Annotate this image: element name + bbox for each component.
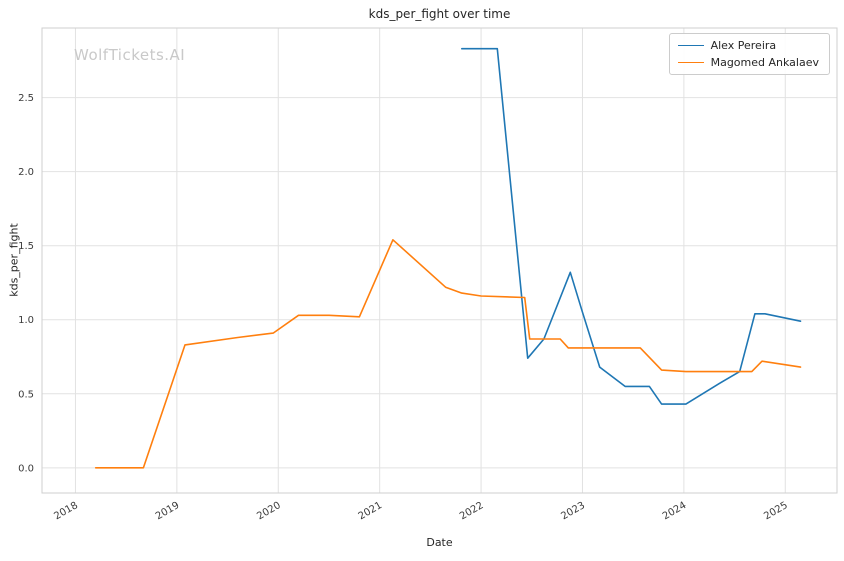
y-tick-label: 2.0 xyxy=(18,167,34,178)
y-tick-label: 2.5 xyxy=(18,93,34,104)
y-tick-label: 0.5 xyxy=(18,389,34,400)
series-line-magomed-ankalaev xyxy=(94,239,802,469)
series-line-alex-pereira xyxy=(460,47,802,405)
x-tick-label: 2025 xyxy=(762,500,790,522)
legend-item-magomed-ankalaev: Magomed Ankalaev xyxy=(677,56,819,69)
x-tick-label: 2021 xyxy=(357,500,385,522)
x-tick-label: 2022 xyxy=(458,500,486,522)
x-tick-label: 2024 xyxy=(661,500,689,522)
x-tick-label: 2020 xyxy=(255,500,283,522)
y-axis-label: kds_per_fight xyxy=(7,223,21,297)
legend-label: Alex Pereira xyxy=(710,39,777,52)
x-axis-label: Date xyxy=(426,536,453,549)
chart-title: kds_per_fight over time xyxy=(368,7,511,21)
x-tick-label: 2023 xyxy=(559,500,587,522)
legend-line-swatch-orange xyxy=(677,62,704,63)
legend-label: Magomed Ankalaev xyxy=(710,56,819,69)
x-tick-label: 2018 xyxy=(52,500,80,522)
y-tick-label: 1.5 xyxy=(18,241,34,252)
watermark: WolfTickets.AI xyxy=(74,46,186,64)
legend-item-alex-pereira: Alex Pereira xyxy=(677,39,819,52)
plot-frame xyxy=(41,27,838,494)
y-tick-label: 1.0 xyxy=(18,315,34,326)
legend-line-swatch-blue xyxy=(677,45,704,46)
x-tick-label: 2019 xyxy=(154,500,182,522)
y-tick-label: 0.0 xyxy=(18,463,34,474)
legend: Alex Pereira Magomed Ankalaev xyxy=(668,33,830,75)
